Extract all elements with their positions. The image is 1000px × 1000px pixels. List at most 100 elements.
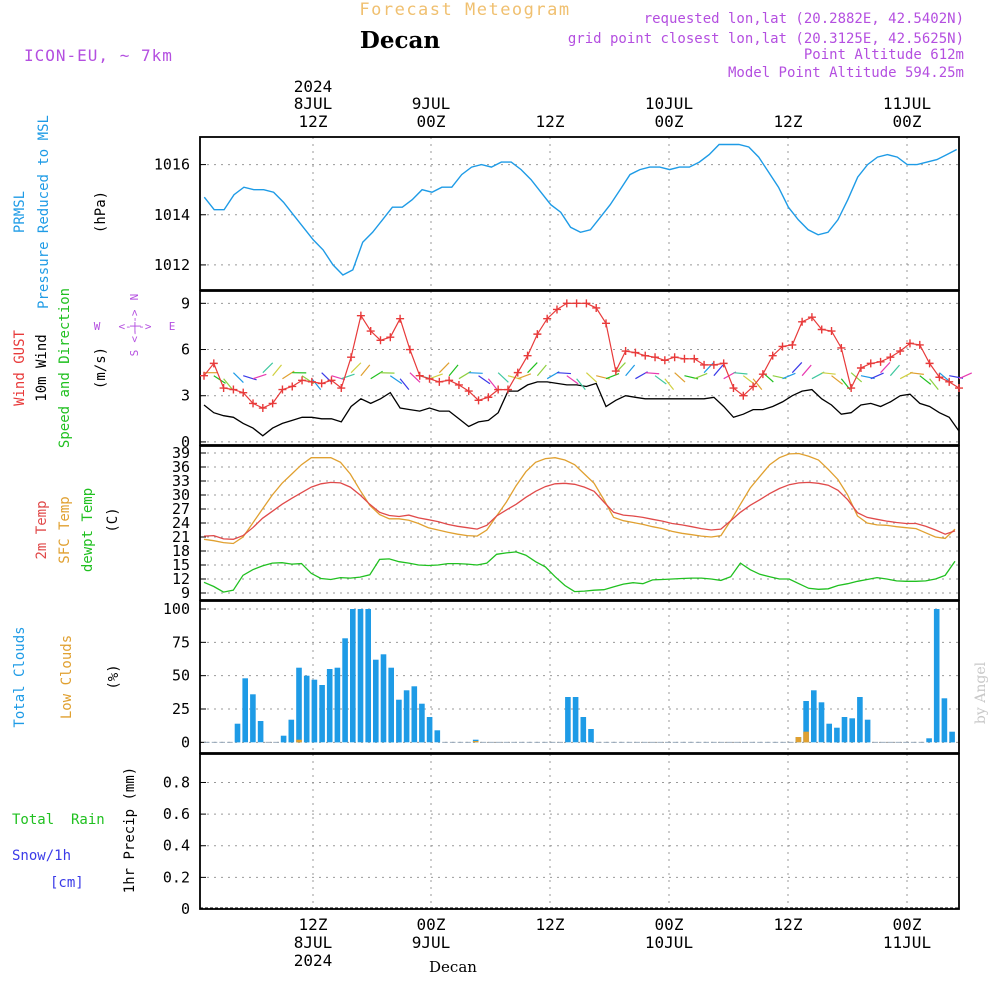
panel-frame <box>199 753 960 910</box>
wind-direction-arrow <box>478 375 491 385</box>
y-tick-label: 6 <box>181 341 190 359</box>
wind-gust-marker <box>631 348 640 357</box>
total-cloud-bar <box>849 718 855 743</box>
wind-direction-arrow <box>272 364 282 377</box>
y-tick-label: 0.4 <box>163 837 190 855</box>
pressure-unit: (hPa) <box>93 191 109 233</box>
compass-ns-arrows: <-|-> <box>128 309 141 342</box>
y-tick-label: 50 <box>172 667 190 685</box>
wind-gust-marker <box>690 354 699 363</box>
wind-gust-marker <box>298 376 307 385</box>
total-cloud-bar <box>396 699 402 743</box>
wind-direction-arrow <box>664 378 675 391</box>
wind-gust-marker <box>474 396 483 405</box>
compass-west: W <box>94 320 101 333</box>
y-tick-label: 21 <box>172 528 190 546</box>
wind-gust-marker <box>307 377 316 386</box>
y-tick-label: 33 <box>172 472 190 490</box>
y-tick-label: 9 <box>181 584 190 602</box>
wind-direction-arrow <box>527 362 538 374</box>
total-cloud-bar <box>296 667 302 743</box>
wind-gust-marker <box>817 325 826 334</box>
app-title: Forecast Meteogram <box>359 0 570 20</box>
wind-direction-arrow <box>674 372 686 383</box>
wind-direction-arrow <box>487 378 498 390</box>
wind-gust-marker <box>651 353 660 362</box>
y-tick-label: 0 <box>181 433 190 451</box>
wind-direction-arrow <box>429 373 443 380</box>
wind-panel-labels: Wind GUST 10m Wind Speed and Direction (… <box>12 288 175 448</box>
bottom-time-label: 00Z <box>655 915 684 934</box>
wind-direction-arrow <box>536 364 547 377</box>
wind-gust-marker <box>386 333 395 342</box>
wind-gust-marker <box>405 345 414 354</box>
top-time-label: 00Z <box>417 112 446 131</box>
total-cloud-bar <box>434 730 441 743</box>
wind-gust-marker <box>425 374 434 383</box>
wind-gust-marker <box>572 299 581 308</box>
wind-gust-marker <box>896 347 905 356</box>
temp-2m-line <box>203 481 956 540</box>
wind-gust-marker <box>660 356 669 365</box>
wind-gust-marker <box>445 376 454 385</box>
top-time-label: 10JUL <box>645 94 693 113</box>
top-time-label: 8JUL <box>294 94 333 113</box>
y-tick-label: 25 <box>172 700 190 718</box>
top-time-label: 9JUL <box>412 94 451 113</box>
wind-gust-marker <box>807 313 816 322</box>
wind-direction-arrow <box>733 372 748 375</box>
y-tick-label: 24 <box>172 514 190 532</box>
bottom-time-label: 10JUL <box>645 933 693 952</box>
total-cloud-bar <box>426 717 433 743</box>
top-time-axis: 2024 8JUL 12Z 9JUL 00Z 12Z 10JUL 00Z 12Z… <box>294 77 931 131</box>
total-cloud-bar <box>588 729 594 743</box>
y-tick-label: 3 <box>181 387 190 405</box>
wind-gust-marker <box>464 387 473 396</box>
wind-gust-marker <box>827 327 836 336</box>
wind-gust-marker <box>347 353 356 362</box>
wind-direction-arrow <box>889 364 900 377</box>
wind-dir-label: Speed and Direction <box>57 288 73 448</box>
wind-gust-marker <box>886 353 895 362</box>
wind-gust-marker <box>200 371 208 380</box>
compass-south: S <box>128 350 141 357</box>
footer-location: Decan <box>429 958 477 976</box>
wind-gust-marker <box>935 373 944 382</box>
wind-direction-arrow <box>468 372 483 374</box>
panel-frame <box>199 600 960 754</box>
wind-gust-marker <box>876 357 885 366</box>
wind-direction-arrow <box>929 378 939 391</box>
wind-direction-arrow <box>448 364 459 377</box>
wind-gust-marker <box>866 359 875 368</box>
y-tick-label: 75 <box>172 633 190 651</box>
total-cloud-bar <box>303 675 310 743</box>
wind-gust-marker <box>337 384 346 393</box>
precip-unit: 1hr Precip (mm) <box>122 767 138 893</box>
total-cloud-bar <box>250 694 256 743</box>
wind-gust-marker <box>670 353 679 362</box>
location-title: Decan <box>360 27 440 54</box>
wind-gust-marker <box>356 311 365 320</box>
wind-direction-arrow <box>713 364 724 377</box>
y-tick-label: 36 <box>172 458 190 476</box>
y-tick-label: 39 <box>172 444 190 462</box>
top-time-label: 12Z <box>774 112 803 131</box>
total-cloud-bar <box>311 679 318 743</box>
wind-gust-marker <box>925 359 934 368</box>
wind-gust-marker <box>602 319 611 328</box>
compass-ew-arrows: <-|-> <box>118 320 151 333</box>
total-cloud-bar <box>319 685 325 743</box>
total-cloud-bar <box>803 701 809 743</box>
wind-gust-marker <box>543 314 552 323</box>
wind-direction-arrow <box>585 372 598 383</box>
total-rain-label: Total Rain <box>12 812 105 828</box>
bottom-time-label: 00Z <box>417 915 446 934</box>
total-cloud-bar <box>373 659 379 743</box>
wind-gust-marker <box>709 360 718 369</box>
wind-gust-marker <box>366 327 375 336</box>
wind-gust-marker <box>219 384 228 393</box>
wind-direction-arrow <box>703 362 715 374</box>
wind-direction-arrow <box>232 372 244 383</box>
y-tick-label: 30 <box>172 486 190 504</box>
